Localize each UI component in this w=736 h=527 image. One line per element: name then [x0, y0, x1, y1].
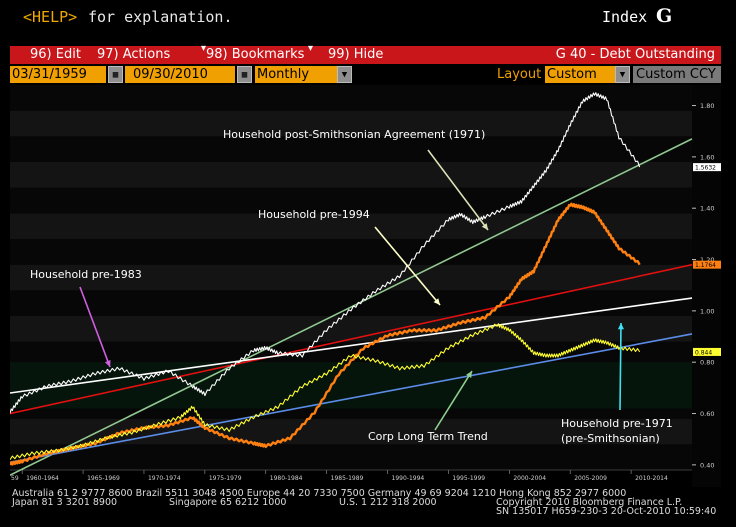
- annotation-arrow: [374, 226, 441, 306]
- y-tick-label: 1.80: [700, 102, 714, 110]
- plot-band: [10, 239, 692, 265]
- plot-band: [10, 85, 692, 111]
- calendar-icon[interactable]: ▦: [108, 66, 123, 83]
- footer-contacts-line: Australia 61 2 9777 8600 Brazil 5511 304…: [12, 488, 627, 499]
- currency-select[interactable]: Custom CCY: [633, 66, 721, 83]
- command-line: <HELP> for explanation. Index G: [0, 0, 736, 44]
- periodicity-select[interactable]: Monthly: [255, 66, 337, 83]
- chevron-down-icon[interactable]: ▼: [337, 66, 352, 83]
- market-sector-label: Index: [602, 8, 648, 26]
- y-tick-label: 1.20: [700, 256, 714, 264]
- screen-title: G 40 - Debt Outstanding: [555, 47, 715, 62]
- footer: Australia 61 2 9777 8600 Brazil 5511 304…: [10, 488, 721, 527]
- chevron-down-icon[interactable]: ▾: [201, 43, 207, 54]
- chevron-down-icon[interactable]: ▾: [308, 43, 314, 54]
- debt-outstanding-chart[interactable]: 0.40 0.60 0.80 1.00 1.20 1.40 1.60 1.80 1960-196…: [8, 85, 721, 487]
- arrow-head-icon: [433, 298, 440, 305]
- annotation-label: Corp Long Term Trend: [368, 430, 488, 443]
- x-tick-label: 1985-1989: [331, 475, 364, 482]
- arrow-head-icon: [617, 323, 624, 330]
- trend-line: [9, 297, 693, 394]
- series-last-value-box: [693, 163, 721, 172]
- annotation-label: (pre-Smithsonian): [561, 432, 660, 445]
- arrow-head-icon: [104, 360, 111, 367]
- annotation-label: Household post-Smithsonian Agreement (19…: [223, 128, 485, 141]
- end-date-input[interactable]: 09/30/2010: [131, 66, 235, 83]
- trend-line: [9, 263, 693, 415]
- annotation-label: Household pre-1971: [561, 417, 673, 430]
- y-tick-label: 0.40: [700, 461, 714, 469]
- x-tick-label: 1980-1984: [270, 475, 303, 482]
- annotation-arrow: [427, 149, 489, 231]
- series-last-value-box: [693, 347, 721, 356]
- annotation-label: Household pre-1994: [258, 208, 370, 221]
- arrow-head-icon: [466, 371, 472, 378]
- plot-band: [10, 162, 692, 188]
- footer-copyright: Copyright 2010 Bloomberg Finance L.P.: [496, 497, 683, 508]
- x-tick-label: 2010-2014: [635, 475, 668, 482]
- help-text: for explanation.: [88, 8, 233, 26]
- y-tick-label: 0.60: [700, 410, 714, 418]
- chart-canvas: 0.40 0.60 0.80 1.00 1.20 1.40 1.60 1.80 1960-196…: [8, 85, 721, 487]
- series-line: [9, 92, 641, 414]
- hide-menu[interactable]: 99) Hide: [328, 47, 384, 62]
- x-tick-label: 1975-1979: [209, 475, 242, 482]
- series-line: [8, 202, 641, 466]
- y-axis-area: [692, 85, 721, 487]
- edit-menu[interactable]: 96) Edit: [30, 47, 81, 62]
- date-separator: [125, 66, 131, 83]
- series-last-value-box: [693, 260, 721, 269]
- help-key[interactable]: <HELP>: [23, 8, 78, 26]
- x-tick-label: 1965-1969: [87, 475, 120, 482]
- annotation-arrow: [79, 286, 111, 368]
- series-last-value: 1.5632: [695, 165, 716, 172]
- y-tick-label: 1.60: [700, 153, 714, 161]
- x-tick-label: 1995-1999: [452, 475, 485, 482]
- footer-japan: Japan 81 3 3201 8900: [12, 497, 118, 508]
- plot-band: [10, 187, 692, 214]
- trend-line: [9, 138, 693, 476]
- footer-us: U.S. 1 212 318 2000: [339, 497, 437, 508]
- plot-band: [10, 136, 692, 162]
- annotation-arrow: [619, 322, 622, 411]
- bookmarks-menu[interactable]: 98) Bookmarks: [206, 47, 305, 62]
- series-last-value: 1.1764: [695, 262, 716, 269]
- plot-band: [10, 316, 692, 342]
- x-tick-label: 2000-2004: [513, 475, 546, 482]
- footer-session: SN 135017 H659-230-3 20-Oct-2010 10:59:4…: [496, 506, 717, 517]
- x-tick-label: 1970-1974: [148, 475, 181, 482]
- plot-band: [10, 264, 692, 291]
- layout-select[interactable]: Custom: [545, 66, 615, 83]
- series-line: [9, 323, 641, 461]
- arrow-head-icon: [481, 223, 488, 230]
- annotation-arrow: [434, 370, 473, 431]
- series-last-value: 0.844: [695, 349, 712, 356]
- plot-band: [10, 444, 692, 470]
- plot-band: [10, 290, 692, 316]
- menu-bar: 96) Edit 97) Actions ▾ 98) Bookmarks ▾ 9…: [10, 43, 721, 64]
- footer-singapore: Singapore 65 6212 1000: [169, 497, 287, 508]
- control-bar: 03/31/1959 ▦ 09/30/2010 ▦ Monthly ▼ Layo…: [10, 65, 721, 84]
- calendar-icon[interactable]: ▦: [237, 66, 252, 83]
- plot-band: [10, 110, 692, 137]
- chevron-down-icon[interactable]: ▼: [615, 66, 630, 83]
- y-tick-label: 1.40: [700, 205, 714, 213]
- x-tick-label: 2005-2009: [574, 475, 607, 482]
- x-tick-label: 1990-1994: [392, 475, 425, 482]
- y-tick-label: 1.00: [700, 307, 714, 315]
- layout-label: Layout: [497, 67, 542, 82]
- actions-menu[interactable]: 97) Actions: [97, 47, 171, 62]
- start-date-input[interactable]: 03/31/1959: [10, 66, 106, 83]
- x-start-label: 59: [11, 475, 19, 482]
- plot-band: [10, 213, 692, 239]
- trend-line: [9, 333, 693, 464]
- function-g-label: G: [656, 5, 673, 27]
- y-tick-label: 0.80: [700, 359, 714, 367]
- x-tick-label: 1960-1964: [26, 475, 59, 482]
- annotation-label: Household pre-1983: [30, 268, 142, 281]
